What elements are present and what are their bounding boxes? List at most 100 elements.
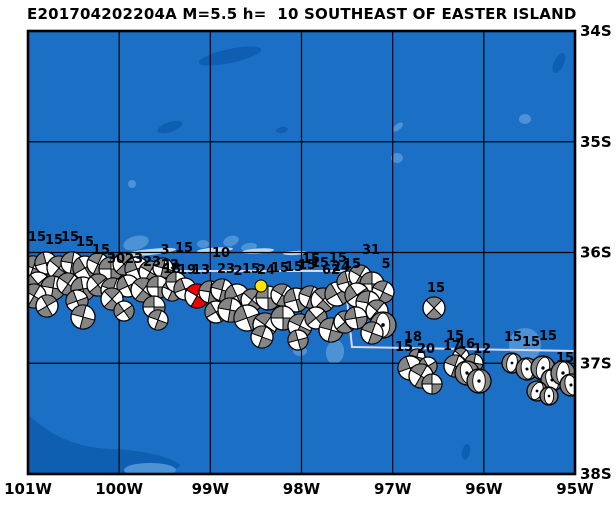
bathymetry-dark-patch [198, 46, 262, 66]
event-day-label: 15 [427, 281, 445, 296]
beachball-nodal-plane [295, 330, 301, 350]
longitude-tick-label: 100W [95, 480, 143, 498]
focal-mechanism-beachball [421, 373, 443, 395]
focal-mechanism-beachball [466, 368, 492, 394]
beachball-nodal-plane [330, 283, 344, 305]
event-day-label: 15 [329, 251, 347, 266]
latitude-tick-label: 34S [580, 22, 612, 40]
longitude-tick-label: 95W [556, 480, 594, 498]
grid-layer [29, 32, 574, 473]
latitude-tick-label: 37S [580, 354, 612, 372]
focal-mechanism-beachball [210, 278, 234, 302]
bathymetry-light-patch [393, 122, 403, 132]
event-day-label: 19 [178, 263, 196, 278]
event-day-label: 5 [381, 257, 390, 272]
event-day-label: 10 [212, 246, 230, 261]
event-day-label: 15 [302, 252, 320, 267]
event-day-label: 18 [404, 330, 422, 345]
focal-mechanism-beachball [539, 386, 559, 406]
event-day-label: 13 [192, 263, 210, 278]
beachball-nodal-plane [89, 277, 107, 293]
event-day-label: 15 [92, 243, 110, 258]
beachball-axis-dot [535, 389, 539, 393]
beachball-nodal-plane [377, 281, 389, 303]
event-day-label: 16 [457, 337, 475, 352]
focal-mechanism-beachball [287, 329, 309, 351]
beachball-nodal-plane [69, 252, 75, 274]
beachball-layer [29, 251, 574, 406]
beachball-nodal-plane [207, 281, 213, 303]
event-day-label: 23 [161, 258, 179, 273]
latitude-tick-label: 35S [580, 133, 612, 151]
beachball-nodal-plane [218, 279, 226, 301]
beachball-nodal-plane [154, 310, 162, 330]
beachball-axis-dot [510, 361, 514, 365]
beachball-nodal-plane [160, 258, 166, 278]
beachball-nodal-plane [103, 290, 121, 308]
bathymetry-pale-patch [197, 247, 233, 253]
event-day-label: 15 [175, 241, 193, 256]
beachball-nodal-plane [354, 266, 366, 286]
focal-mechanism-beachball [559, 373, 574, 397]
beachball-axis-dot [465, 371, 469, 375]
event-day-label: 30 [107, 252, 125, 267]
focal-mechanism-beachball [371, 280, 395, 304]
bathymetry-dark-patch [552, 52, 566, 74]
event-day-label: 15 [298, 258, 316, 273]
event-day-label: 15 [539, 329, 557, 344]
event-day-label: 15 [504, 330, 522, 345]
focal-mechanism-beachball [35, 294, 59, 318]
bathymetry-dark-patch [157, 120, 183, 134]
beachball-nodal-plane [425, 299, 443, 317]
bathymetry-light-patch [197, 240, 209, 248]
beachball-nodal-plane [276, 285, 288, 305]
beachball-nodal-plane [115, 255, 133, 273]
beachball-nodal-plane [61, 274, 75, 294]
focal-mechanism-beachball [344, 306, 368, 330]
bathymetry-light-patch [124, 463, 176, 473]
event-day-label: 18 [163, 262, 181, 277]
beachball-axis-dot [525, 367, 529, 371]
beachball-axis-dot [541, 366, 545, 370]
bathymetry-light-patch [223, 235, 239, 247]
event-day-label: 17 [443, 339, 461, 354]
event-day-label: 24 [257, 263, 275, 278]
beachball-nodal-plane [257, 326, 267, 348]
event-day-label: 15 [285, 260, 303, 275]
beachball-axis-dot [381, 323, 385, 327]
event-day-label: 15 [45, 233, 63, 248]
event-day-label: 23 [217, 262, 235, 277]
longitude-tick-label: 101W [4, 480, 52, 498]
beachball-nodal-plane [292, 288, 300, 312]
focal-mechanism-beachball [147, 309, 169, 331]
latitude-tick-label: 38S [580, 465, 612, 483]
beachball-axis-dot [477, 379, 481, 383]
event-day-label: 3 [160, 243, 169, 258]
beachball-nodal-plane [450, 355, 460, 377]
beachball-nodal-plane [117, 302, 131, 320]
bathymetry-light-patch [391, 153, 403, 163]
longitude-tick-label: 96W [465, 480, 503, 498]
event-epicenter-dot [254, 279, 268, 293]
event-day-label: 15 [28, 230, 46, 245]
event-day-label: 15 [242, 262, 260, 277]
longitude-tick-label: 99W [192, 480, 230, 498]
event-day-label: 15 [271, 261, 289, 276]
event-day-label: 62 [322, 263, 340, 278]
beachball-nodal-plane [242, 305, 252, 331]
beachball-nodal-plane [414, 365, 428, 387]
event-day-label: 20 [417, 342, 435, 357]
focal-mechanism-beachball [250, 325, 274, 349]
beachball-nodal-plane [353, 307, 359, 329]
bathymetry-light-patch [123, 235, 149, 251]
event-day-label: 15 [61, 230, 79, 245]
bathymetry-light-patch [128, 180, 136, 188]
axis-label-layer: 101W 100W 99W 98W 97W 96W 95W 34S 35S 36S 37S 38S [4, 22, 612, 498]
event-day-label: 15 [556, 351, 574, 366]
beachball-nodal-plane [210, 302, 222, 322]
beachball-nodal-plane [305, 286, 315, 308]
beachball-nodal-plane [79, 305, 87, 329]
event-day-label: 15 [395, 340, 413, 355]
bathymetry-dark-region [29, 414, 180, 473]
